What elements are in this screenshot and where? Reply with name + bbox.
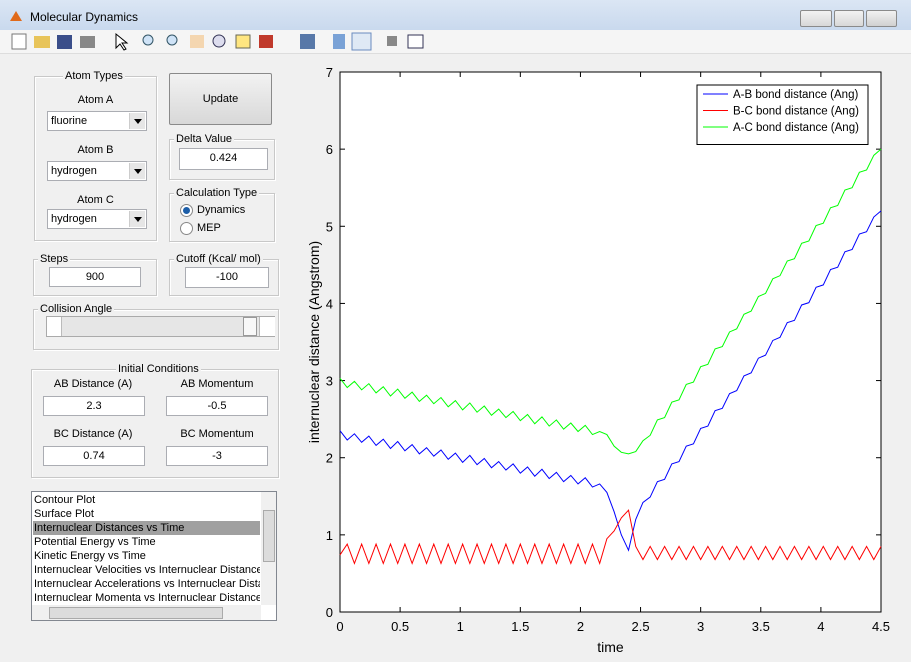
panel-title: Calculation Type	[174, 187, 259, 199]
legend-label: A-C bond distance (Ang)	[733, 122, 859, 134]
list-item[interactable]: Internuclear Momenta vs Internuclear Dis…	[33, 591, 260, 605]
horizontal-scrollbar[interactable]	[32, 605, 261, 620]
atom-select[interactable]: hydrogen	[47, 209, 147, 229]
y-tick-label: 5	[326, 219, 333, 234]
close-button[interactable]	[866, 10, 897, 27]
y-tick-label: 1	[326, 528, 333, 543]
atom-label: Atom C	[35, 194, 156, 206]
cutoff-panel: Cutoff (Kcal/ mol) -100	[169, 259, 279, 296]
atom-types-panel: Atom Types Atom A fluorine Atom B hydrog…	[34, 76, 157, 241]
delta-value-panel: Delta Value 0.424	[169, 139, 275, 180]
x-tick-label: 1.5	[511, 619, 529, 634]
atom-value: hydrogen	[51, 213, 97, 225]
slider-left-arrow[interactable]	[47, 317, 62, 336]
y-tick-label: 4	[326, 296, 333, 311]
x-tick-label: 1	[457, 619, 464, 634]
slider-right-arrow[interactable]	[259, 317, 275, 336]
panel-title: Initial Conditions	[116, 363, 201, 375]
atom-select[interactable]: hydrogen	[47, 161, 147, 181]
panel-title: Delta Value	[174, 133, 234, 145]
field-label: AB Momentum	[156, 378, 278, 390]
field-label: BC Momentum	[156, 428, 278, 440]
collision-angle-panel: Collision Angle	[33, 309, 279, 350]
panel-title: Cutoff (Kcal/ mol)	[174, 253, 263, 265]
collision-angle-slider[interactable]	[46, 316, 275, 337]
y-tick-label: 2	[326, 451, 333, 466]
panel-title: Atom Types	[63, 70, 125, 82]
steps-panel: Steps 900	[33, 259, 157, 296]
field-input[interactable]: -3	[166, 446, 268, 466]
panel-title: Steps	[38, 253, 70, 265]
y-tick-label: 3	[326, 374, 333, 389]
vertical-scrollbar[interactable]	[261, 492, 276, 605]
x-tick-label: 2.5	[632, 619, 650, 634]
field-label: AB Distance (A)	[32, 378, 154, 390]
field-input[interactable]: -0.5	[166, 396, 268, 416]
title-bar: Molecular Dynamics	[0, 0, 911, 30]
x-tick-label: 4	[817, 619, 824, 634]
y-tick-label: 6	[326, 142, 333, 157]
list-item[interactable]: Contour Plot	[33, 493, 260, 507]
x-axis-label: time	[597, 639, 624, 655]
radio-option[interactable]: Dynamics	[180, 202, 287, 218]
legend-label: B-C bond distance (Ang)	[733, 106, 859, 118]
y-axis-label: internuclear distance (Angstrom)	[306, 241, 322, 443]
field-input[interactable]: 0.74	[43, 446, 145, 466]
list-item[interactable]: Internuclear Accelerations vs Internucle…	[33, 577, 260, 591]
y-tick-label: 7	[326, 65, 333, 80]
legend: A-B bond distance (Ang) B-C bond distance…	[697, 85, 868, 145]
cutoff-input[interactable]: -100	[185, 267, 269, 288]
list-item[interactable]: Kinetic Energy vs Time	[33, 549, 260, 563]
field-input[interactable]: 2.3	[43, 396, 145, 416]
x-tick-label: 3	[697, 619, 704, 634]
window-title: Molecular Dynamics	[30, 10, 138, 24]
initial-conditions-panel: Initial Conditions AB Distance (A) AB Mo…	[31, 369, 279, 478]
atom-label: Atom A	[35, 94, 156, 106]
y-tick-label: 0	[326, 605, 333, 620]
field-label: BC Distance (A)	[32, 428, 154, 440]
list-item[interactable]: Internuclear Distances vs Time	[33, 521, 260, 535]
atom-value: fluorine	[51, 115, 87, 127]
list-item[interactable]: Surface Plot	[33, 507, 260, 521]
toolbar	[0, 30, 911, 54]
atom-select[interactable]: fluorine	[47, 111, 147, 131]
update-button[interactable]: Update	[169, 73, 272, 125]
calculation-type-panel: Calculation Type DynamicsMEP	[169, 193, 275, 242]
x-tick-label: 0.5	[391, 619, 409, 634]
plot-listbox[interactable]: Contour PlotSurface PlotInternuclear Dis…	[31, 491, 277, 621]
x-tick-label: 4.5	[872, 619, 890, 634]
steps-input[interactable]: 900	[49, 267, 141, 287]
x-tick-label: 0	[336, 619, 343, 634]
radio-option[interactable]: MEP	[180, 220, 287, 236]
list-item[interactable]: Internuclear Velocities vs Internuclear …	[33, 563, 260, 577]
legend-label: A-B bond distance (Ang)	[733, 89, 858, 101]
atom-label: Atom B	[35, 144, 156, 156]
plot-area	[340, 72, 881, 612]
x-tick-label: 3.5	[752, 619, 770, 634]
delta-value-input[interactable]: 0.424	[179, 148, 268, 170]
maximize-button[interactable]	[834, 10, 864, 27]
x-tick-label: 2	[577, 619, 584, 634]
scroll-thumb[interactable]	[263, 510, 275, 562]
list-item[interactable]: Potential Energy vs Time	[33, 535, 260, 549]
panel-title: Collision Angle	[38, 303, 114, 315]
scroll-thumb[interactable]	[49, 607, 223, 619]
app-icon	[9, 9, 23, 23]
toolbar-icons	[0, 30, 911, 53]
atom-value: hydrogen	[51, 165, 97, 177]
slider-thumb[interactable]	[243, 317, 257, 336]
minimize-button[interactable]	[800, 10, 832, 27]
